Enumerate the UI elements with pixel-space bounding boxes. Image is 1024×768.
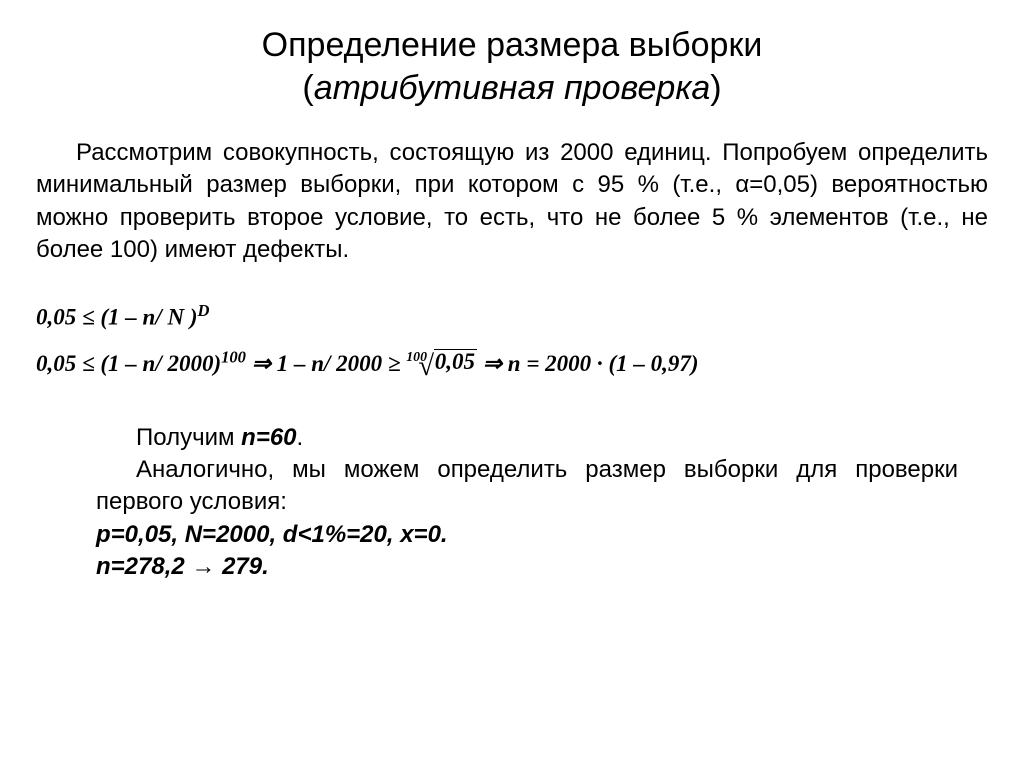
f2-root: 100√0,05 — [406, 339, 477, 394]
paragraph-1: Рассмотрим совокупность, состоящую из 20… — [36, 137, 988, 267]
formula-line-2: 0,05 ≤ (1 – n/ 2000)100 ⇒ 1 – n/ 2000 ≥ … — [36, 339, 988, 394]
f2-imply2: ⇒ n = 2000 · — [477, 351, 608, 376]
paragraph-2: Получим n=60. Аналогично, мы можем опред… — [36, 422, 988, 584]
f2-lhs: 0,05 ≤ — [36, 351, 100, 376]
f2-final: (1 – 0,97) — [608, 351, 698, 376]
formula-line-1: 0,05 ≤ (1 – n/ N )D — [36, 295, 988, 339]
radical-icon: √ — [418, 339, 434, 394]
f2-imply1: ⇒ 1 – n/ 2000 ≥ — [246, 351, 406, 376]
p2-line1-b: n=60 — [241, 424, 296, 451]
p2-line4-b: 279. — [215, 553, 268, 580]
f2-exp: 100 — [221, 347, 246, 366]
p2-line2: Аналогично, мы можем определить размер в… — [96, 454, 958, 519]
p2-line1-c: . — [297, 424, 304, 451]
title-line1: Определение размера выборки — [262, 26, 763, 64]
slide-title: Определение размера выборки (атрибутивна… — [36, 24, 988, 109]
p2-line3: p=0,05, N=2000, d<1%=20, x=0. — [96, 519, 958, 551]
title-line2-close: ) — [710, 69, 721, 107]
p2-line4-a: n=278,2 — [96, 553, 191, 580]
p2-line4: n=278,2 → 279. — [96, 551, 958, 583]
f1-paren: (1 – n/ N ) — [100, 304, 197, 329]
f1-exp: D — [198, 301, 210, 320]
f1-lhs: 0,05 ≤ — [36, 304, 100, 329]
f2-paren: (1 – n/ 2000) — [100, 351, 221, 376]
arrow-icon: → — [191, 553, 215, 580]
f2-root-arg: 0,05 — [434, 349, 477, 373]
title-line2-open: ( — [302, 69, 313, 107]
p2-line1-a: Получим — [136, 424, 241, 451]
formula-block: 0,05 ≤ (1 – n/ N )D 0,05 ≤ (1 – n/ 2000)… — [36, 295, 988, 394]
p2-line1: Получим n=60. — [96, 422, 958, 454]
title-line2-italic: атрибутивная проверка — [314, 69, 711, 107]
